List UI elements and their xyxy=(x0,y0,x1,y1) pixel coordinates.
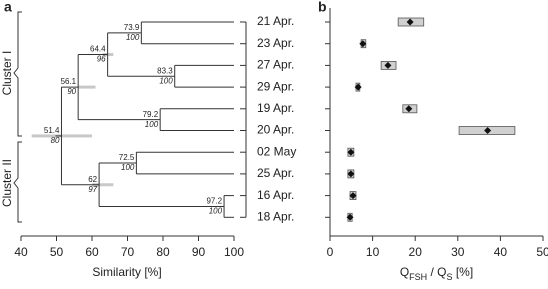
x-axis-label-part: Q xyxy=(400,265,409,279)
similarity-range xyxy=(92,183,114,187)
cluster-label: Cluster I xyxy=(0,51,14,96)
leaf-label: 20 Apr. xyxy=(257,123,294,137)
x-tick-label: 20 xyxy=(409,245,423,259)
similarity-range xyxy=(77,85,96,89)
mean-marker xyxy=(484,127,492,134)
similarity-label: 79.2 xyxy=(143,110,159,119)
x-tick-label: 50 xyxy=(50,245,64,259)
leaf-label: 18 Apr. xyxy=(257,209,294,223)
leaf-label: 19 Apr. xyxy=(257,101,294,115)
support-label: 80 xyxy=(51,136,60,145)
mean-marker xyxy=(359,40,367,48)
support-label: 97 xyxy=(88,185,97,194)
support-label: 100 xyxy=(121,163,135,172)
similarity-label: 51.4 xyxy=(44,126,60,135)
mean-marker xyxy=(347,170,355,178)
panel-label: b xyxy=(318,0,327,15)
cluster-brace xyxy=(13,141,22,223)
mean-marker xyxy=(354,83,362,91)
x-axis-label-part: / Q xyxy=(427,265,446,279)
x-tick-label: 60 xyxy=(85,245,99,259)
x-tick-label: 0 xyxy=(327,245,334,259)
leaf-label: 27 Apr. xyxy=(257,58,294,72)
leaf-label: 16 Apr. xyxy=(257,188,294,202)
support-label: 100 xyxy=(209,207,223,216)
leaf-label: 29 Apr. xyxy=(257,79,294,93)
leaf-label: 23 Apr. xyxy=(257,36,294,50)
similarity-label: 72.5 xyxy=(119,153,135,162)
x-axis-label-part: [%] xyxy=(453,265,474,279)
x-tick-label: 80 xyxy=(156,245,170,259)
x-axis-label-part: FSH xyxy=(409,272,427,282)
leaf-label: 21 Apr. xyxy=(257,14,294,28)
similarity-label: 73.9 xyxy=(124,23,140,32)
similarity-label: 64.4 xyxy=(90,45,106,54)
x-axis-label-part: S xyxy=(447,272,453,282)
support-label: 96 xyxy=(97,55,106,64)
mean-marker xyxy=(349,192,357,200)
x-tick-label: 100 xyxy=(224,245,244,259)
x-tick-label: 10 xyxy=(366,245,380,259)
similarity-label: 83.3 xyxy=(157,66,173,75)
mean-marker xyxy=(346,213,354,221)
x-axis-label: Similarity [%] xyxy=(92,265,161,279)
x-tick-label: 40 xyxy=(494,245,508,259)
similarity-label: 62 xyxy=(88,175,97,184)
mean-marker xyxy=(406,18,414,26)
mean-marker xyxy=(347,148,355,156)
mean-marker xyxy=(384,61,392,69)
x-tick-label: 90 xyxy=(192,245,206,259)
support-label: 100 xyxy=(145,120,159,129)
x-tick-label: 70 xyxy=(121,245,135,259)
leaf-label: 25 Apr. xyxy=(257,166,294,180)
panel-label: a xyxy=(4,0,12,15)
x-tick-label: 30 xyxy=(451,245,465,259)
cluster-brace xyxy=(13,11,22,137)
similarity-label: 56.1 xyxy=(61,77,77,86)
mean-marker xyxy=(405,105,413,113)
cluster-label: Cluster II xyxy=(0,159,14,207)
x-axis-label: QFSH / QS [%] xyxy=(400,265,473,282)
x-tick-label: 50 xyxy=(536,245,548,259)
leaf-label: 02 May xyxy=(257,144,296,158)
support-label: 100 xyxy=(126,33,140,42)
x-tick-label: 40 xyxy=(14,245,28,259)
support-label: 100 xyxy=(159,76,173,85)
support-label: 90 xyxy=(67,87,76,96)
similarity-label: 97.2 xyxy=(206,197,222,206)
